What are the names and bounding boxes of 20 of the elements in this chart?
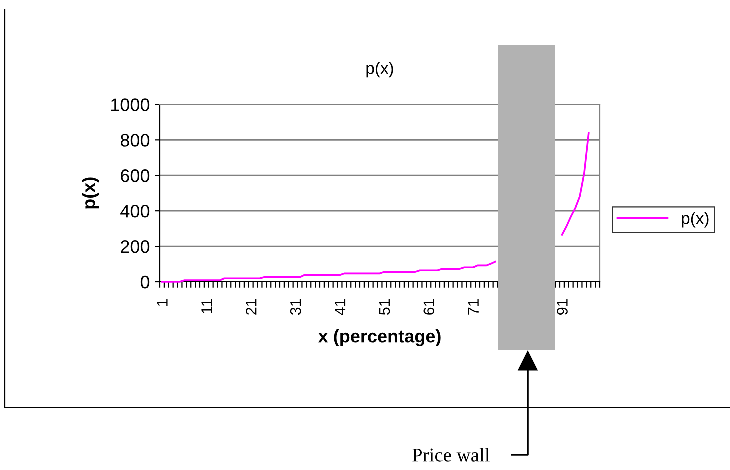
y-tick-label: 1000 (111, 98, 150, 112)
x-tick-label: 91 (557, 299, 568, 315)
chart-title: p(x) (366, 62, 394, 78)
x-tick-label: 31 (290, 299, 302, 316)
text: Price wall (412, 448, 490, 462)
x-tick-label: 71 (468, 299, 479, 315)
y-axis-title: p(x) (82, 178, 100, 209)
x-tick-label: 61 (424, 299, 435, 315)
x-tick-label: 1 (157, 299, 168, 306)
x-axis-title: x (percentage) (318, 330, 441, 346)
x-tick-label: 21 (246, 299, 257, 315)
y-tick-label: 200 (121, 240, 150, 254)
x-tick-label: 11 (202, 299, 212, 314)
y-tick-label: 0 (140, 276, 150, 289)
x-tick-label: 51 (379, 299, 390, 316)
y-tick-label: 600 (121, 170, 150, 182)
y-tick-label: 800 (120, 134, 150, 147)
y-tick-label: 400 (120, 205, 150, 218)
x-tick-label: 41 (335, 299, 346, 316)
legend-label: p(x) (682, 212, 709, 228)
